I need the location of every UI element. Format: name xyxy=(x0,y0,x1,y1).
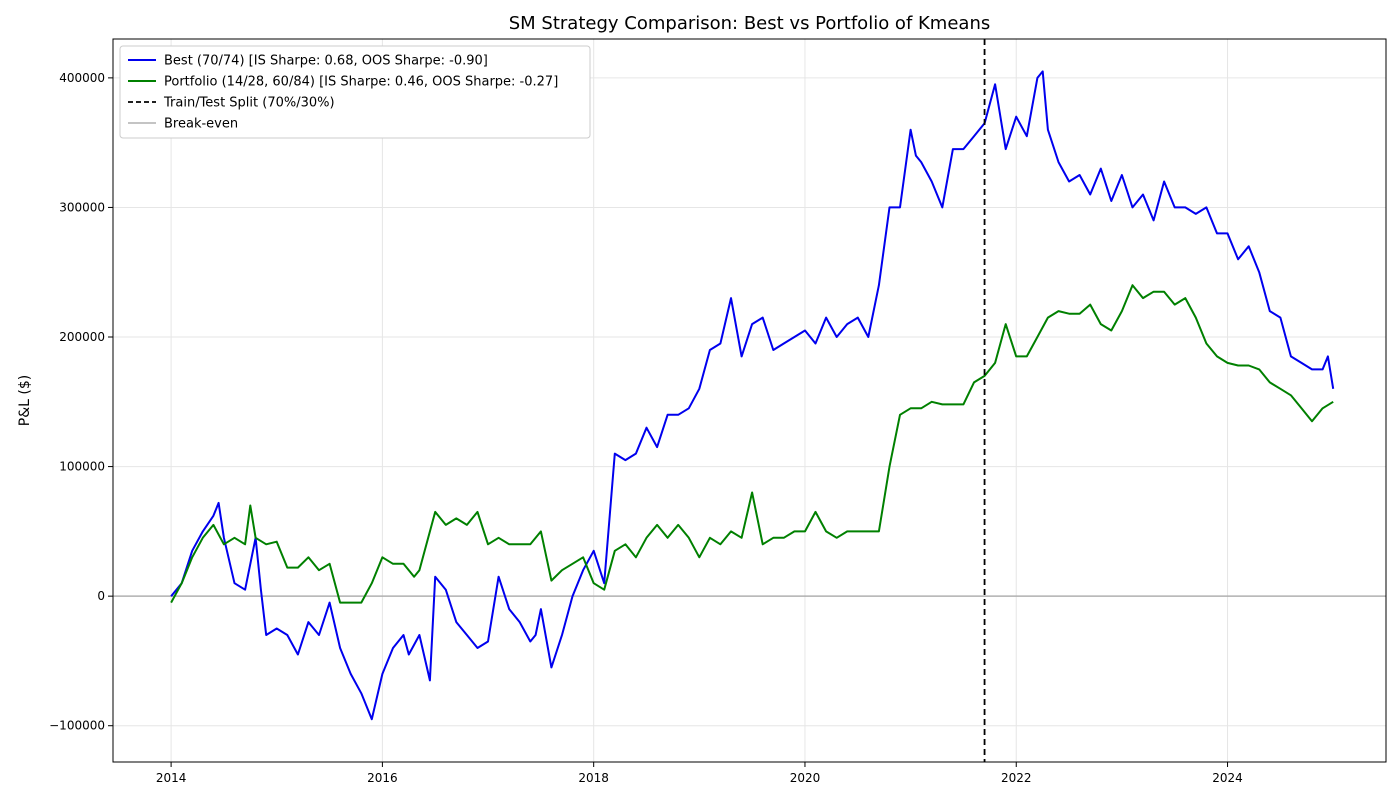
legend-label-portfolio: Portfolio (14/28, 60/84) [IS Sharpe: 0.4… xyxy=(164,75,558,90)
ticks-layer: 2014 2016 2018 2020 2022 2024 −100000 0 100000 20… xyxy=(49,71,1243,785)
legend-label-break-even: Break-even xyxy=(164,117,238,132)
y-tick-label: 400000 xyxy=(59,71,105,85)
plot-frame xyxy=(112,38,1387,763)
x-tick-label: 2018 xyxy=(578,771,609,785)
chart-title: SM Strategy Comparison: Best vs Portfoli… xyxy=(509,13,990,34)
legend-label-split: Train/Test Split (70%/30%) xyxy=(163,96,335,111)
x-tick-label: 2020 xyxy=(790,771,821,785)
x-tick-label: 2014 xyxy=(156,771,187,785)
y-tick-label: 0 xyxy=(97,589,105,603)
y-tick-label: 300000 xyxy=(59,200,105,214)
y-tick-label: 100000 xyxy=(59,460,105,474)
x-tick-label: 2022 xyxy=(1001,771,1032,785)
legend: Best (70/74) [IS Sharpe: 0.68, OOS Sharp… xyxy=(119,45,591,139)
y-axis-title: P&L ($) xyxy=(17,375,33,426)
series-line-portfolio xyxy=(170,284,1334,604)
x-tick-label: 2016 xyxy=(367,771,398,785)
x-tick-label: 2024 xyxy=(1212,771,1243,785)
y-tick-label: −100000 xyxy=(49,719,105,733)
series-line-best xyxy=(170,70,1335,721)
grid-layer xyxy=(113,39,1386,762)
legend-label-best: Best (70/74) [IS Sharpe: 0.68, OOS Sharp… xyxy=(164,54,488,69)
series-layer xyxy=(170,39,1335,762)
legend-box xyxy=(119,45,591,139)
y-tick-label: 200000 xyxy=(59,330,105,344)
